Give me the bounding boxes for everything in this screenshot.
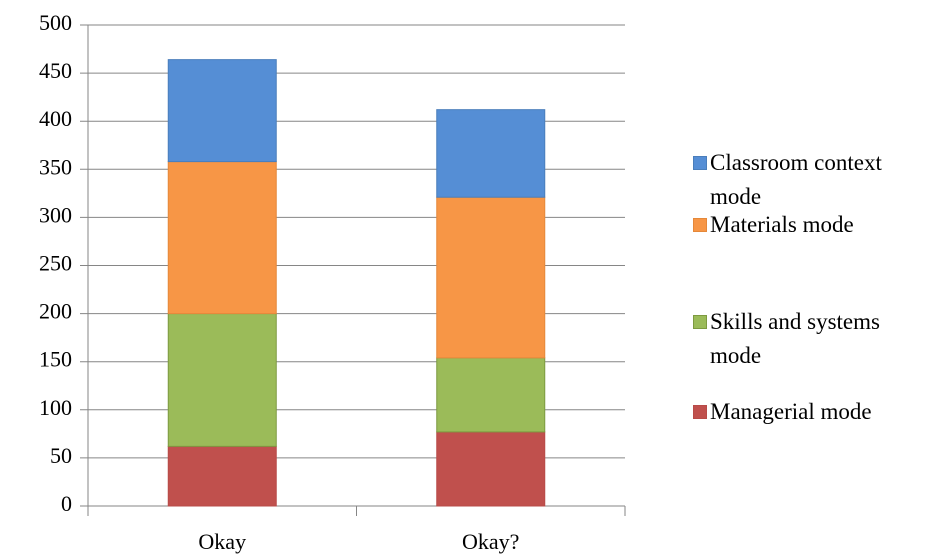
y-tick-label: 400 bbox=[39, 106, 72, 131]
x-tick-label: Okay? bbox=[462, 529, 519, 554]
legend-swatch bbox=[693, 218, 707, 232]
legend-item: Classroom context mode bbox=[693, 146, 925, 214]
bar-segment bbox=[167, 313, 277, 447]
bar-segment bbox=[436, 196, 546, 359]
bar-segment bbox=[167, 59, 277, 163]
legend-label: Materials mode bbox=[710, 212, 854, 237]
y-tick-label: 300 bbox=[39, 202, 72, 227]
y-tick-label: 0 bbox=[61, 491, 72, 516]
legend-item: Materials mode bbox=[693, 208, 925, 242]
legend-item: Skills and systems mode bbox=[693, 305, 925, 373]
y-tick-label: 350 bbox=[39, 154, 72, 179]
bar-segment bbox=[167, 161, 277, 315]
y-tick-label: 200 bbox=[39, 299, 72, 324]
y-tick-label: 250 bbox=[39, 251, 72, 276]
bar-segment bbox=[436, 357, 546, 433]
y-tick-label: 100 bbox=[39, 395, 72, 420]
bar-segment bbox=[436, 109, 546, 198]
y-tick-label: 450 bbox=[39, 58, 72, 83]
legend-item: Managerial mode bbox=[693, 395, 925, 429]
bar-segment bbox=[167, 445, 277, 507]
legend-label: Classroom context mode bbox=[710, 150, 882, 209]
legend-swatch bbox=[693, 315, 707, 329]
y-tick-label: 150 bbox=[39, 347, 72, 372]
legend-swatch bbox=[693, 156, 707, 170]
legend-swatch bbox=[693, 405, 707, 419]
bar-segment bbox=[436, 431, 546, 507]
y-tick-label: 50 bbox=[50, 443, 72, 468]
x-tick-label: Okay bbox=[198, 529, 246, 554]
legend-label: Managerial mode bbox=[710, 399, 872, 424]
y-tick-label: 500 bbox=[39, 10, 72, 35]
legend-label: Skills and systems mode bbox=[710, 309, 880, 368]
